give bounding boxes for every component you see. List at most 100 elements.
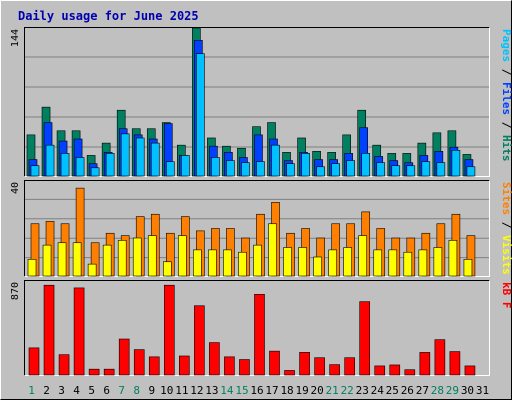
panel-visits-border-dark [24,180,490,277]
x-tick-label: 19 [295,384,308,397]
bar-kb-f [43,284,55,376]
panel-visits-legend: Sites / Visits [500,182,512,275]
x-tick-label: 31 [476,384,489,397]
bar-kb-f [133,349,145,376]
x-tick-label: 4 [73,384,80,397]
panel-kbytes-border-light [24,280,490,376]
x-tick-label: 6 [103,384,110,397]
x-tick-label: 10 [160,384,173,397]
bar-pages [120,133,130,177]
bar-sites [72,242,82,277]
bar-sites [147,235,157,277]
bar-pages [226,160,235,177]
bar-pages [241,162,250,177]
bar-kb-f [179,355,190,376]
bar-pages [45,144,55,177]
bar-kb-f [389,364,401,376]
bar-sites [388,249,398,277]
bar-pages [60,153,70,177]
x-tick-label: 28 [431,384,444,397]
x-tick-label: 29 [446,384,459,397]
bar-pages [211,157,220,177]
x-tick-label: 7 [118,384,125,397]
panel-hits-legend-part: Files [500,82,512,115]
bar-sites [268,223,277,277]
x-tick-label: 20 [311,384,324,397]
x-tick-label: 22 [341,384,354,397]
bar-kb-f [269,350,280,376]
panel-hits-legend-part: Hits [500,135,512,162]
bar-kb-f [73,287,85,376]
bar-pages [436,162,446,177]
panel-kbytes-legend-part: kB F [500,282,512,309]
bar-pages [271,144,280,177]
x-tick-label: 26 [401,384,414,397]
bar-pages [406,165,416,177]
x-tick-label: 11 [175,384,188,397]
bar-pages [331,163,340,177]
bar-kb-f [254,293,265,376]
x-tick-label: 5 [88,384,95,397]
bar-kb-f [464,365,476,376]
panel-visits-legend-part: Sites [500,182,512,215]
bar-kb-f [344,357,355,376]
bar-sites [132,237,142,277]
bar-sites [343,247,352,277]
bar-pages [90,167,100,177]
bar-pages [30,165,40,177]
x-axis-labels: 1 2 3 4 5 6 7 8 9 10 11 12 13 14 15 16 17 18 19 20 21 22 23 24 2… [28,384,489,397]
x-tick-label: 14 [220,384,234,397]
bar-kb-f [284,370,295,376]
bar-pages [346,160,355,177]
bar-sites [193,249,202,277]
bar-sites [162,261,172,277]
bar-pages [391,165,401,177]
bar-kb-f [239,359,250,376]
x-tick-label: 16 [250,384,263,397]
bar-sites [253,244,262,277]
panel-hits-legend-part: Pages [500,29,512,62]
panel-kbytes: 870 kB F [10,280,512,376]
bar-kb-f [404,369,416,376]
panel-hits-border-dark [24,27,490,177]
bar-pages [316,166,325,177]
bar-kb-f [419,352,431,376]
bar-kb-f [118,338,130,376]
bar-sites [238,251,247,277]
bar-sites [328,249,337,277]
bar-kb-f [209,342,220,376]
chart-panels: 144 Pages / Files / Hits 40 Sites / Visits 8… [10,27,512,376]
bar-kb-f [374,365,386,376]
x-tick-label: 1 [28,384,35,397]
bar-sites [463,259,473,277]
bar-kb-f [224,356,235,376]
bar-pages [181,155,190,177]
bar-kb-f [103,368,115,376]
panel-hits-legend-part: / [500,115,512,135]
panel-hits-legend-part: / [500,62,512,82]
bar-sites [223,249,232,277]
chart-title: Daily usage for June 2025 [18,9,199,23]
bar-sites [178,235,187,277]
bar-pages [196,53,205,177]
bar-kb-f [148,356,160,376]
bar-kb-f [449,351,461,376]
bar-pages [135,137,145,177]
x-tick-label: 3 [58,384,65,397]
bar-pages [361,153,371,177]
bar-kb-f [299,352,310,376]
bar-pages [451,150,461,177]
bar-sites [358,235,368,277]
bar-sites [298,247,307,277]
bar-sites [448,240,458,277]
bar-kb-f [28,347,40,376]
panel-kbytes-ymax-label: 870 [10,282,21,300]
panel-hits-ymax-label: 144 [10,29,21,47]
bar-kb-f [329,364,340,376]
panel-kbytes-border-dark [24,280,490,376]
bar-pages [376,162,386,177]
x-tick-label: 25 [386,384,399,397]
panel-hits-legend: Pages / Files / Hits [500,29,512,162]
